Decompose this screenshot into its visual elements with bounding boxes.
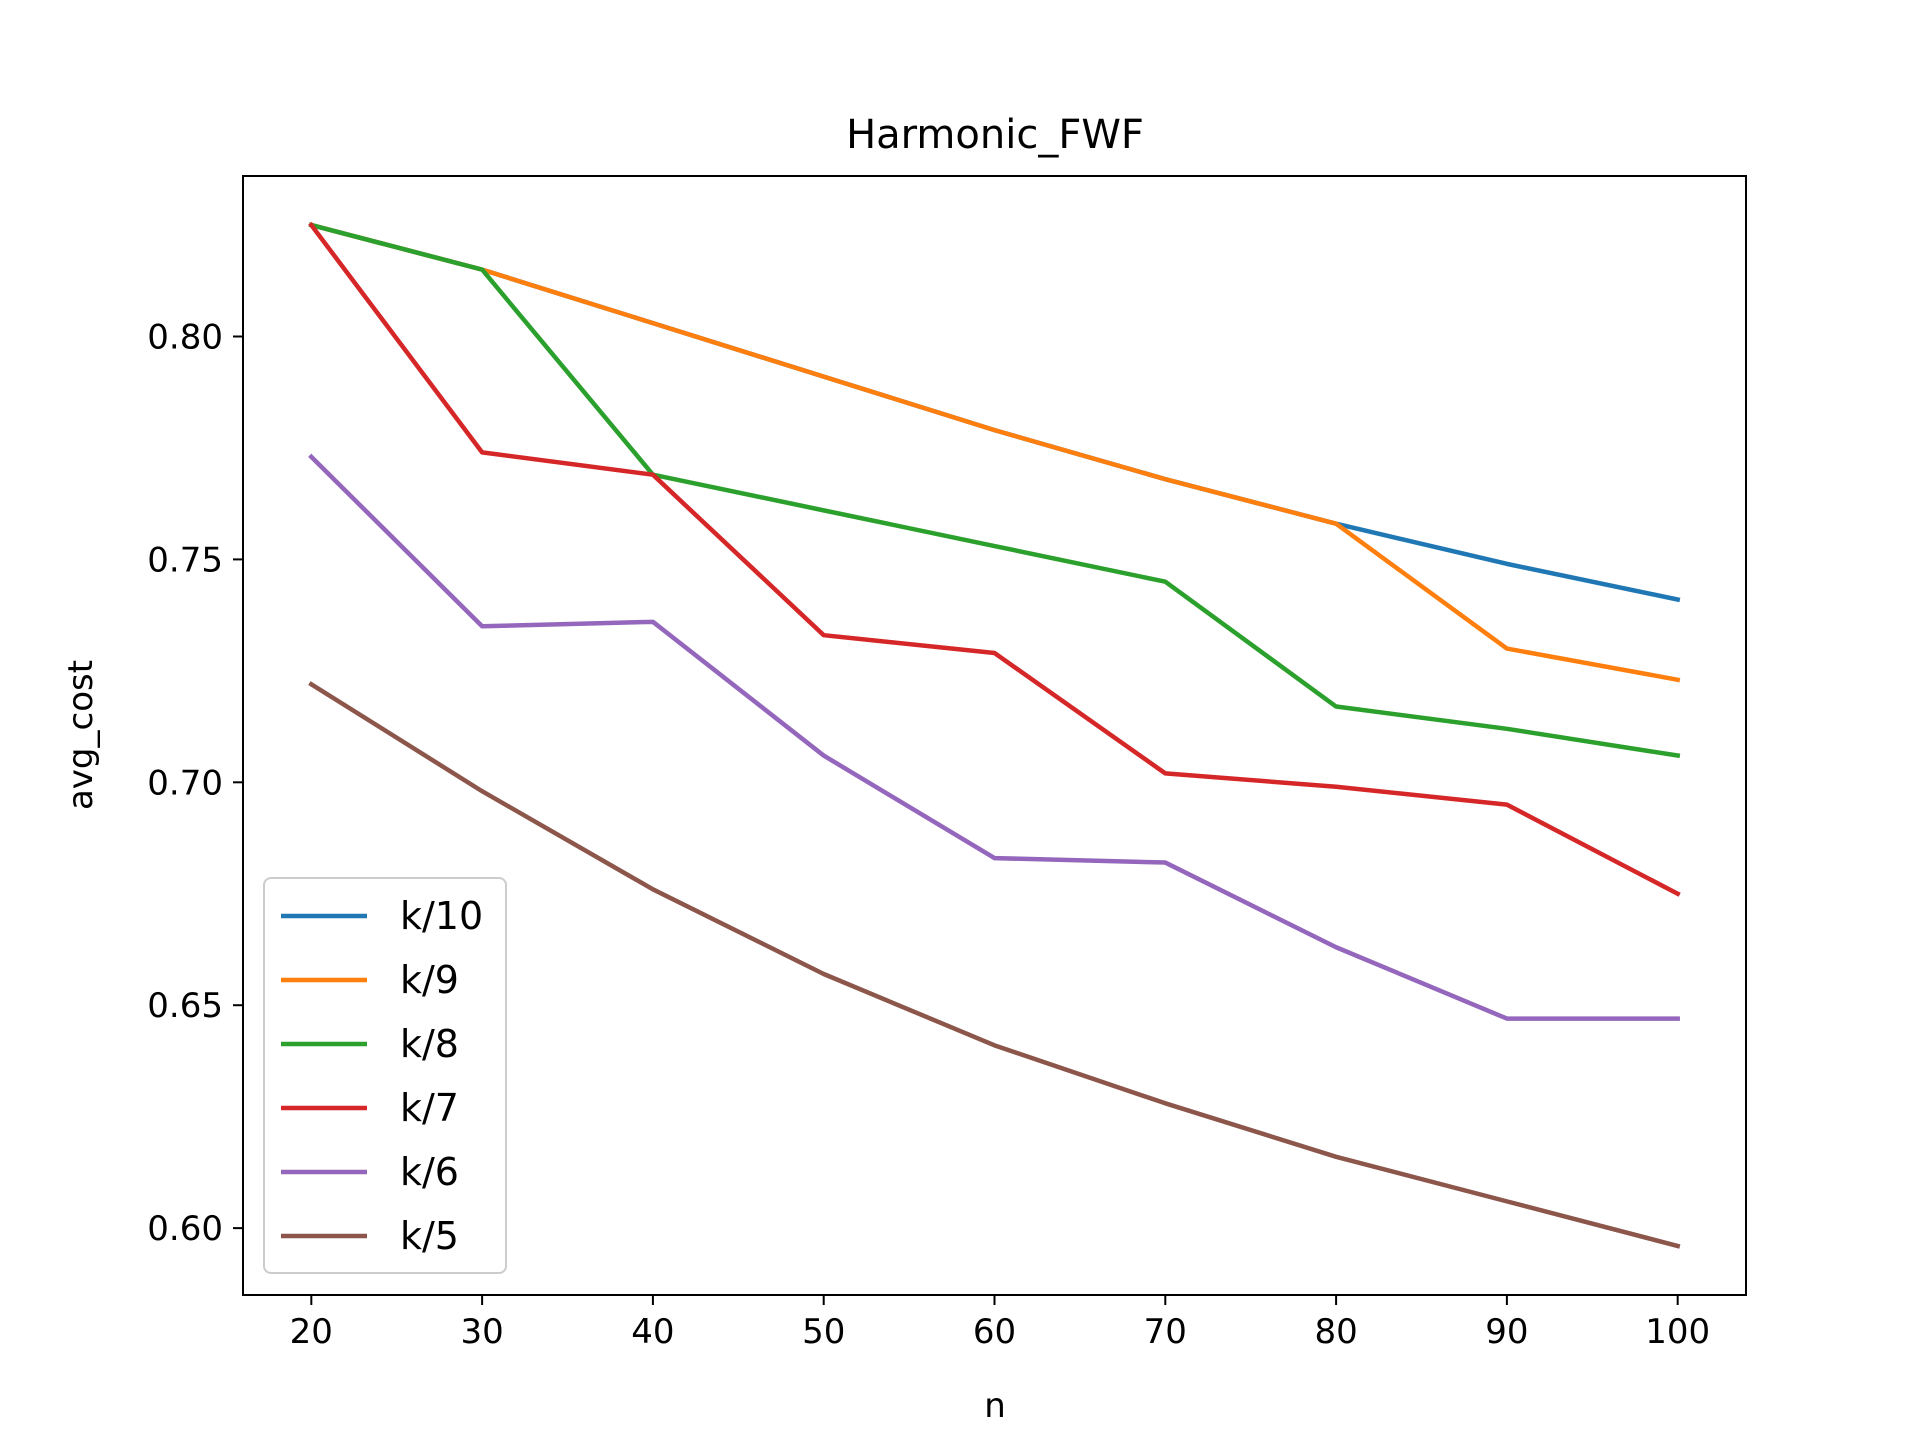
x-tick-label: 20 (290, 1312, 333, 1352)
plot-series (308, 221, 1681, 1249)
legend-label: k/9 (400, 958, 459, 1002)
x-tick-label: 70 (1144, 1312, 1187, 1352)
legend-label: k/7 (400, 1086, 459, 1130)
series-line-k-5 (308, 681, 1681, 1249)
x-tick-label: 30 (460, 1312, 503, 1352)
x-axis-title: n (984, 1386, 1006, 1426)
legend-label: k/6 (400, 1150, 459, 1194)
legend-label: k/10 (400, 894, 483, 938)
x-axis: 20 30 40 50 60 70 80 90 100 (290, 1295, 1710, 1352)
chart-title: Harmonic_FWF (846, 112, 1144, 158)
x-tick-label: 50 (802, 1312, 845, 1352)
x-tick-label: 60 (973, 1312, 1016, 1352)
y-tick-label: 0.80 (147, 317, 223, 357)
legend-label: k/5 (400, 1214, 459, 1258)
x-tick-label: 90 (1485, 1312, 1528, 1352)
x-tick-label: 100 (1645, 1312, 1710, 1352)
y-axis-title: avg_cost (61, 660, 101, 810)
y-axis: 0.60 0.65 0.70 0.75 0.80 (147, 317, 243, 1249)
series-line-k-9 (308, 222, 1681, 683)
y-tick-label: 0.70 (147, 763, 223, 803)
y-tick-label: 0.65 (147, 986, 223, 1026)
series-line-k-8 (308, 222, 1681, 759)
y-tick-label: 0.60 (147, 1209, 223, 1249)
legend: k/10 k/9 k/8 k/7 k/6 k/5 (263, 877, 507, 1274)
series-line-k-7 (308, 221, 1681, 897)
y-tick-label: 0.75 (147, 540, 223, 580)
x-tick-label: 40 (631, 1312, 674, 1352)
series-line-k-6 (308, 453, 1680, 1021)
x-tick-label: 80 (1314, 1312, 1357, 1352)
legend-label: k/8 (400, 1022, 459, 1066)
